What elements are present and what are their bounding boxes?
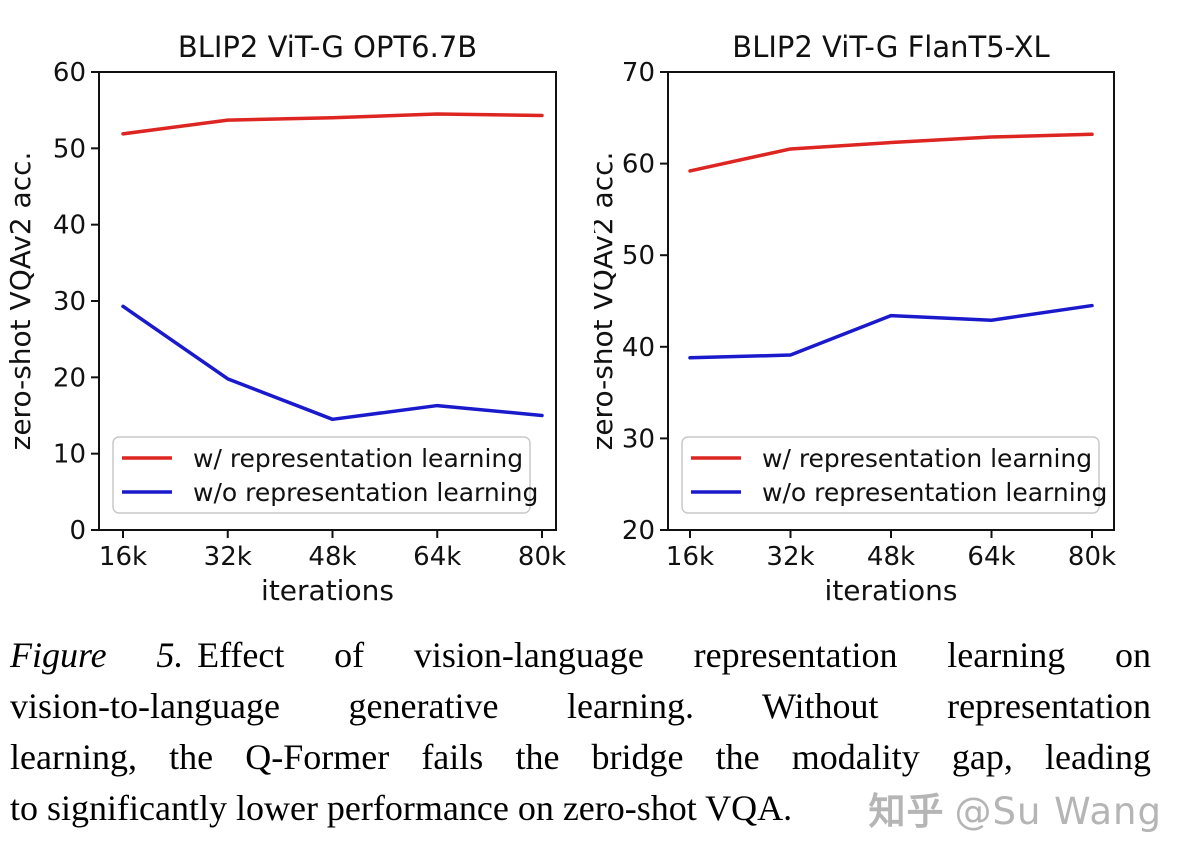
y-axis-label: zero-shot VQAv2 acc. — [594, 152, 619, 451]
y-tick-label: 40 — [53, 211, 86, 241]
watermark-handle: @Su Wang — [954, 790, 1162, 833]
caption-line: to significantly lower performance on ze… — [10, 788, 793, 828]
y-tick-label: 20 — [53, 363, 86, 393]
x-tick-label: 32k — [766, 542, 814, 572]
figure-caption: Figure 5. Effect of vision-language repre… — [10, 630, 1151, 834]
series-line — [688, 303, 1094, 360]
y-tick-label: 30 — [53, 287, 86, 317]
y-tick-label: 60 — [622, 150, 655, 180]
x-tick-label: 16k — [99, 542, 147, 572]
chart-opt67b-svg: BLIP2 ViT-G OPT6.7B 0 10 20 30 40 50 60 16k 32k 48… — [4, 30, 566, 607]
y-tick-label: 40 — [622, 333, 655, 363]
series-line — [121, 112, 544, 136]
y-tick-label: 20 — [622, 516, 655, 546]
x-tick-label: 64k — [967, 542, 1015, 572]
zhihu-logo-text: 知乎 — [868, 790, 945, 833]
y-tick-label: 50 — [622, 241, 655, 271]
y-tick-label: 0 — [69, 516, 86, 546]
caption-line-1-text: Effect of vision-language representation… — [197, 635, 1151, 675]
figure-label: Figure 5. — [10, 635, 184, 675]
x-tick-label: 64k — [413, 542, 461, 572]
caption-line: vision-to-language generative learning. … — [10, 686, 1151, 726]
series-line — [121, 304, 544, 422]
caption-line: learning, the Q-Former fails the bridge … — [10, 737, 1151, 777]
zhihu-watermark: 知乎 @Su Wang — [868, 781, 1162, 835]
x-tick-label: 48k — [308, 542, 356, 572]
legend-label: w/ representation learning — [762, 444, 1092, 473]
legend-box — [112, 436, 531, 514]
chart-flant5xl-svg: BLIP2 ViT-G FlanT5-XL 20 30 40 50 60 70 16k 32k 4… — [586, 30, 1116, 607]
legend-label: w/o representation learning — [762, 478, 1107, 507]
y-tick-label: 60 — [53, 58, 86, 88]
legend-label: w/o representation learning — [193, 478, 538, 507]
chart-title: BLIP2 ViT-G FlanT5-XL — [732, 30, 1049, 64]
y-tick-label: 10 — [53, 440, 86, 470]
y-tick-label: 50 — [53, 134, 86, 164]
y-tick-label: 30 — [622, 424, 655, 454]
x-tick-label: 32k — [204, 542, 252, 572]
chart-title: BLIP2 ViT-G OPT6.7B — [178, 30, 477, 64]
x-tick-label: 80k — [1068, 542, 1116, 572]
chart-flant5xl: BLIP2 ViT-G FlanT5-XL 20 30 40 50 60 70 16k 32k 4… — [586, 0, 1188, 615]
y-axis-label: zero-shot VQAv2 acc. — [4, 152, 37, 451]
x-tick-label: 16k — [666, 542, 714, 572]
caption-line: Figure 5. Effect of vision-language repre… — [10, 630, 1151, 681]
legend-box — [681, 436, 1100, 514]
chart-opt67b: BLIP2 ViT-G OPT6.7B 0 10 20 30 40 50 60 16k 32k 48… — [0, 0, 594, 615]
x-tick-label: 48k — [867, 542, 915, 572]
legend-label: w/ representation learning — [193, 444, 523, 473]
x-tick-label: 80k — [518, 542, 566, 572]
x-axis-label: iterations — [261, 574, 394, 607]
series-line — [688, 132, 1094, 173]
y-tick-label: 70 — [622, 58, 655, 88]
x-axis-label: iterations — [825, 574, 958, 607]
